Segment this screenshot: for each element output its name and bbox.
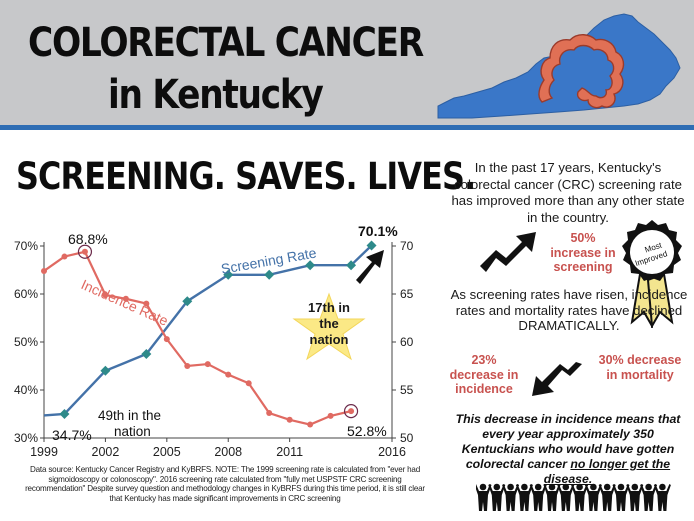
annotation-68-8: 68.8% (68, 231, 108, 247)
annotation-34-7: 34.7% (52, 427, 92, 443)
y-right-tick-label: 60 (400, 335, 414, 349)
series-label-incidence: Incidence Rate (79, 276, 171, 329)
incidence-rate-point (327, 412, 334, 419)
trend-up-arrow-icon (480, 232, 536, 272)
star-label-line3: nation (310, 332, 349, 347)
incidence-rate-point (143, 300, 150, 307)
person-icon (476, 483, 492, 511)
y-left-tick-label: 30% (14, 431, 38, 445)
header-banner: COLORECTAL CANCER in Kentucky (0, 0, 694, 130)
decline-text: As screening rates have risen, incidence… (450, 287, 688, 333)
kentucky-map-icon (437, 13, 681, 119)
title-line2: in Kentucky (108, 72, 324, 118)
people-icons (476, 483, 671, 511)
person-icon (488, 483, 506, 511)
incidence-rate-point (102, 291, 109, 298)
person-icon (584, 483, 602, 511)
screening-rate-point (223, 269, 234, 280)
screening-rate-point (141, 349, 152, 359)
annotation-49th-line1: 49th in the (98, 408, 161, 423)
screening-rate-point (100, 365, 111, 376)
incidence-rate-point (225, 371, 232, 378)
person-icon (640, 483, 658, 511)
y-left-tick-label: 40% (14, 383, 38, 397)
source-note: Data source: Kentucky Cancer Registry an… (25, 465, 425, 503)
star-label-line2: the (319, 316, 339, 331)
incidence-rate-point (204, 361, 211, 368)
incidence-rate-point (307, 421, 314, 428)
screening-rate-line (43, 244, 373, 417)
title-line1: COLORECTAL CANCER (28, 20, 424, 66)
screening-stat: 50% increase in screening (550, 231, 616, 274)
pointer-arrow-icon (356, 250, 384, 284)
screening-rate-point (182, 296, 193, 307)
y-right-tick-label: 55 (400, 383, 414, 397)
intro-text: In the past 17 years, Kentucky's colorec… (451, 160, 685, 225)
incidence-rate-point (81, 248, 88, 255)
y-left-tick-label: 70% (14, 239, 38, 253)
incidence-rate-point (61, 253, 68, 260)
annotation-52-8: 52.8% (347, 423, 387, 439)
x-tick-label: 2016 (378, 445, 406, 459)
person-icon (653, 483, 671, 511)
x-tick-label: 2002 (92, 445, 120, 459)
person-icon (543, 483, 561, 511)
person-icon (571, 483, 589, 511)
screening-rate-point (366, 240, 377, 251)
x-tick-label: 2005 (153, 445, 181, 459)
incidence-rate-point (122, 295, 129, 302)
conclusion-text: This decrease in incidence means that ev… (444, 412, 692, 487)
colon-icon (538, 34, 625, 109)
y-right-tick-label: 50 (400, 431, 414, 445)
incidence-rate-line (43, 250, 352, 426)
trend-down-arrow-icon (532, 362, 582, 396)
most-improved-ribbon-icon: Most Improved (622, 220, 682, 328)
x-tick-label: 2011 (276, 445, 303, 459)
person-icon (557, 483, 575, 511)
annotation-70-1: 70.1% (358, 223, 398, 239)
incidence-rate-point (348, 408, 355, 415)
y-left-tick-label: 60% (14, 287, 38, 301)
incidence-rate-point (184, 363, 191, 369)
incidence-rate-point (245, 380, 252, 387)
y-left-tick-label: 50% (14, 335, 38, 349)
person-icon (612, 483, 630, 511)
y-right-tick-label: 65 (400, 287, 414, 301)
highlight-circle-2014 (343, 404, 359, 419)
kentucky-state-shape (437, 13, 681, 119)
subtitle: SCREENING. SAVES. LIVES. (16, 155, 476, 198)
conclusion-underlined: no longer get the disease. (543, 457, 671, 486)
incidence-rate-point (286, 416, 293, 423)
screening-rate-point (305, 260, 316, 271)
screening-rate-point (264, 269, 275, 280)
incidence-rate-point (163, 336, 170, 343)
screening-rate-point (346, 260, 357, 271)
person-icon (598, 483, 616, 511)
star-label-line1: 17th in (308, 300, 350, 315)
star-shape (292, 292, 366, 361)
annotation-49th-line2: nation (114, 424, 151, 439)
incidence-stat: 23% decrease in incidence (449, 353, 519, 396)
person-icon (502, 483, 520, 511)
screening-rate-point (59, 409, 70, 419)
x-tick-label: 2008 (214, 445, 242, 459)
conclusion-main: This decrease in incidence means that ev… (455, 412, 681, 471)
person-icon (529, 483, 547, 511)
mortality-stat: 30% decrease in mortality (598, 353, 682, 382)
y-right-tick-label: 70 (400, 239, 414, 253)
x-tick-label: 1999 (30, 445, 58, 459)
person-icon (626, 483, 644, 511)
person-icon (515, 483, 533, 511)
screening-incidence-chart: 1999 2002 2005 2008 2011 2016 70% 60% 50% 40% 30% 7… (14, 223, 414, 459)
incidence-rate-point (41, 267, 47, 274)
incidence-rate-point (266, 410, 273, 417)
highlight-circle-2001 (77, 244, 93, 259)
